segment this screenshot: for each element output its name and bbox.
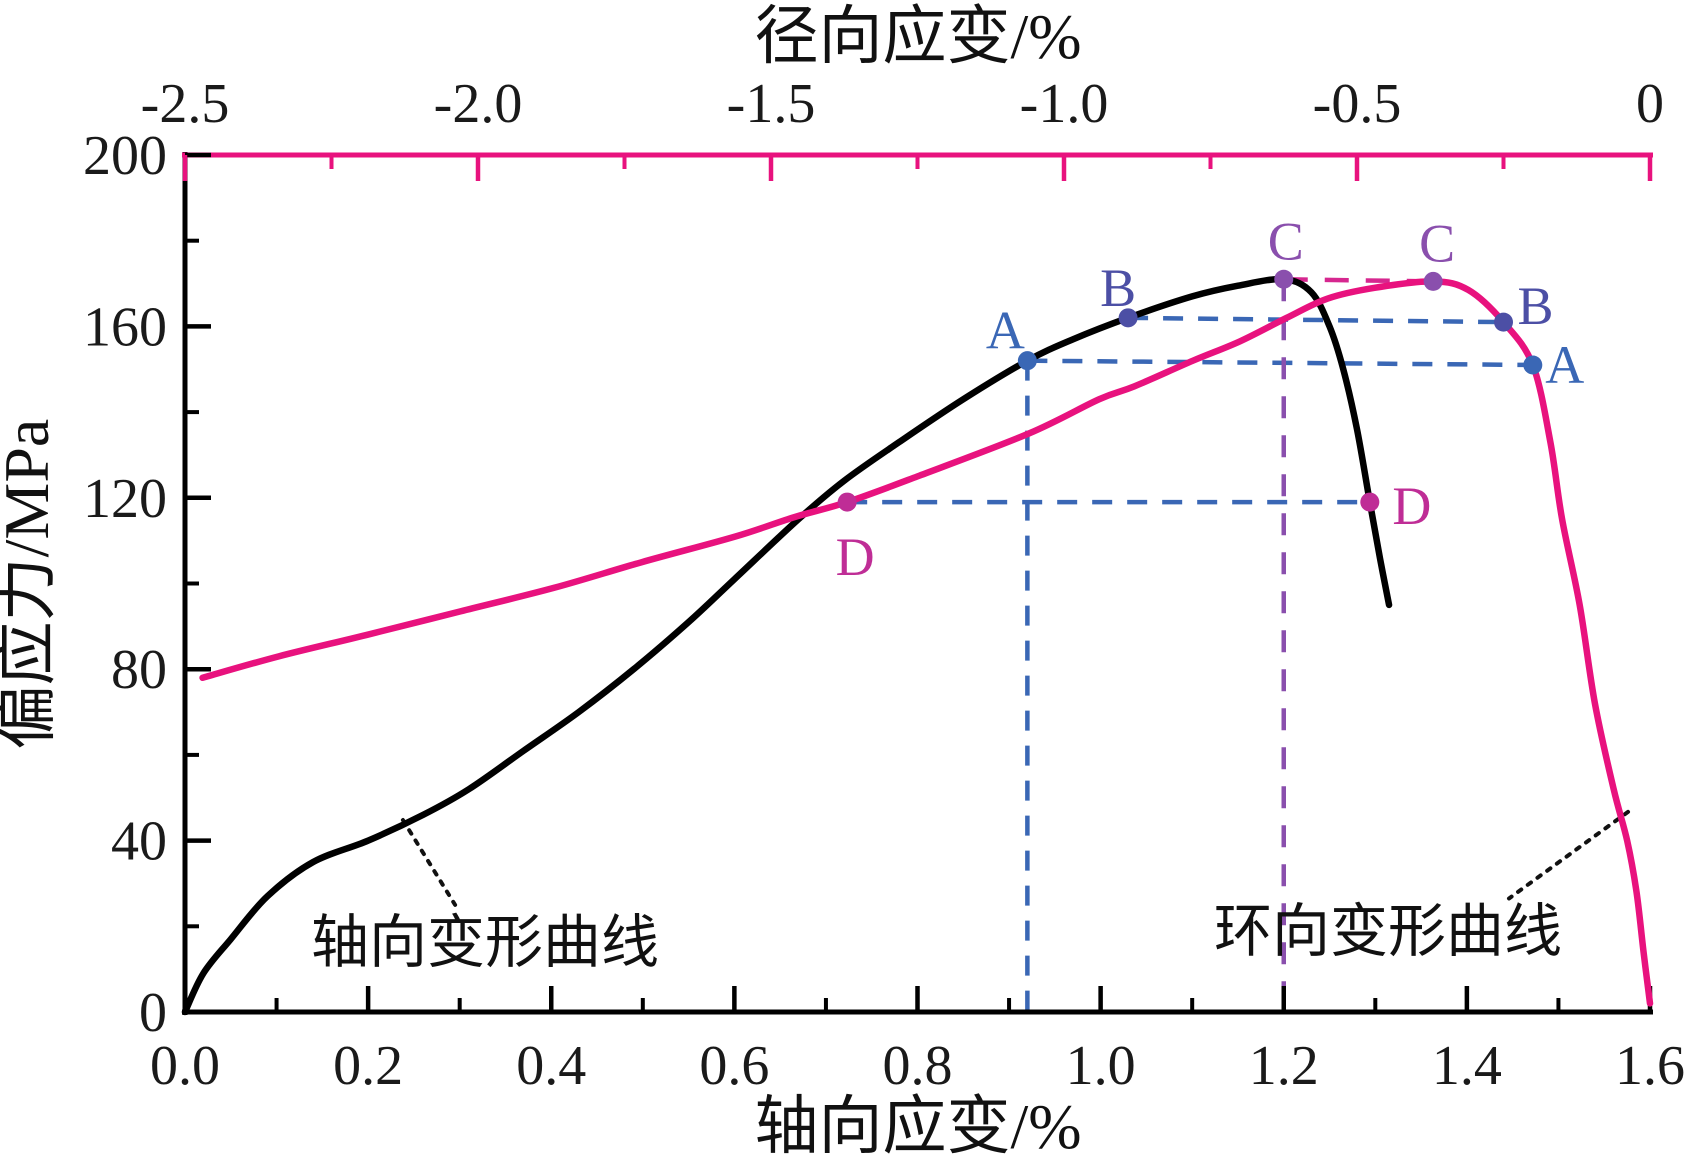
top-axis-title: 径向应变/% — [754, 1, 1081, 72]
guide-h-0 — [1027, 358, 1533, 368]
hoop-curve-annotation: 环向变形曲线 — [1214, 899, 1562, 964]
bottom-tick-label: 0.8 — [883, 1035, 953, 1097]
left-tick-label: 160 — [83, 296, 167, 358]
top-tick-label: 0 — [1636, 73, 1664, 135]
point-label-axial-C: C — [1268, 211, 1304, 271]
top-tick-label: -2.0 — [434, 73, 523, 135]
bottom-tick-label: 0.6 — [699, 1035, 769, 1097]
axial-curve-annotation: 轴向变形曲线 — [311, 910, 659, 975]
bottom-tick-label: 1.0 — [1066, 1035, 1136, 1097]
point-axial-A — [1017, 351, 1037, 371]
point-label-axial-A: A — [986, 301, 1025, 361]
point-hoop-D — [837, 492, 857, 512]
leader-line-0 — [400, 818, 458, 907]
chart-layer: 0.0 0.2 0.4 0.6 0.8 1.0 1.2 1.4 1.6 0 40 80 120 160 20… — [83, 73, 1685, 1097]
point-axial-D — [1360, 492, 1380, 512]
bottom-tick-label: 1.6 — [1615, 1035, 1685, 1097]
left-tick-label: 200 — [83, 125, 167, 187]
top-tick-label: -1.0 — [1020, 73, 1109, 135]
point-hoop-A — [1523, 355, 1543, 375]
left-axis-title: 偏应力/MPa — [0, 419, 62, 750]
bottom-tick-label: 0.0 — [150, 1035, 220, 1097]
bottom-tick-label: 1.4 — [1432, 1035, 1502, 1097]
point-label-hoop-D: D — [836, 527, 875, 587]
point-hoop-B — [1494, 312, 1513, 332]
point-label-hoop-C: C — [1419, 213, 1455, 273]
point-hoop-C — [1423, 271, 1443, 291]
point-axial-B — [1118, 308, 1138, 328]
left-tick-label: 40 — [111, 811, 167, 873]
point-label-hoop-B: B — [1517, 276, 1553, 336]
point-axial-C — [1274, 269, 1294, 289]
top-tick-label: -2.5 — [141, 73, 230, 135]
left-tick-label: 0 — [139, 982, 167, 1044]
top-tick-label: -1.5 — [727, 73, 816, 135]
top-tick-label: -0.5 — [1313, 73, 1402, 135]
point-label-axial-B: B — [1100, 258, 1136, 318]
left-tick-label: 120 — [83, 468, 167, 530]
bottom-tick-label: 0.2 — [333, 1035, 403, 1097]
bottom-tick-label: 0.4 — [516, 1035, 586, 1097]
curve-axial — [181, 275, 1393, 1016]
curve-hoop — [199, 278, 1654, 1007]
bottom-axis-title: 轴向应变/% — [754, 1091, 1081, 1162]
point-label-hoop-A: A — [1545, 335, 1584, 395]
bottom-tick-label: 1.2 — [1249, 1035, 1319, 1097]
point-label-axial-D: D — [1392, 476, 1431, 536]
left-tick-label: 80 — [111, 639, 167, 701]
guide-h-1 — [1128, 315, 1504, 325]
leader-line-1 — [1506, 809, 1631, 901]
